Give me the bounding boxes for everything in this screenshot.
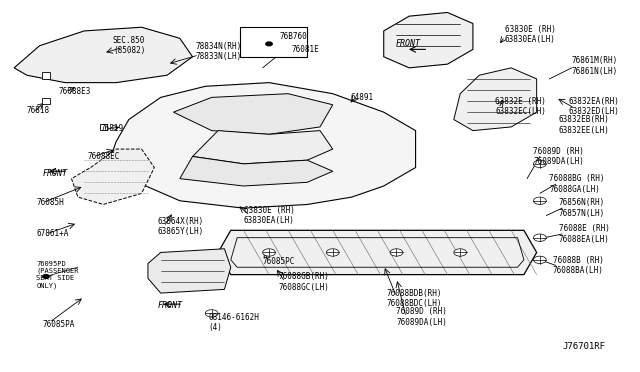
Text: 76095PD
(PASSENGER
SEAT SIDE
ONLY): 76095PD (PASSENGER SEAT SIDE ONLY)	[36, 261, 79, 289]
Text: 63830E (RH)
63830EA(LH): 63830E (RH) 63830EA(LH)	[244, 206, 294, 225]
Text: 76081E: 76081E	[291, 45, 319, 54]
Text: 76088EC: 76088EC	[88, 152, 120, 161]
Text: 76856N(RH)
76857N(LH): 76856N(RH) 76857N(LH)	[559, 198, 605, 218]
Circle shape	[534, 160, 546, 167]
Polygon shape	[384, 13, 473, 68]
Text: 76088E3: 76088E3	[59, 87, 91, 96]
Text: 76B760: 76B760	[280, 32, 308, 41]
Polygon shape	[109, 83, 415, 208]
Text: 76085PA: 76085PA	[43, 320, 75, 329]
Bar	[100, 124, 107, 130]
Text: 63830E (RH)
63830EA(LH): 63830E (RH) 63830EA(LH)	[505, 25, 556, 44]
Text: 63832EA(RH)
63832ED(LH): 63832EA(RH) 63832ED(LH)	[568, 97, 620, 116]
Polygon shape	[148, 249, 231, 293]
Polygon shape	[193, 131, 333, 164]
Text: FRONT: FRONT	[395, 39, 420, 48]
Text: 76088GB(RH)
76088GC(LH): 76088GB(RH) 76088GC(LH)	[278, 272, 330, 292]
Text: 76861M(RH)
76861N(LH): 76861M(RH) 76861N(LH)	[572, 56, 618, 76]
Text: 76819: 76819	[100, 124, 124, 133]
Text: 76089D (RH)
76089DA(LH): 76089D (RH) 76089DA(LH)	[396, 307, 447, 327]
Circle shape	[534, 234, 546, 241]
Circle shape	[534, 256, 546, 263]
FancyBboxPatch shape	[241, 27, 307, 57]
Circle shape	[390, 249, 403, 256]
Text: 76085H: 76085H	[36, 198, 64, 207]
Circle shape	[205, 310, 218, 317]
Text: SEC.850
(85082): SEC.850 (85082)	[113, 36, 145, 55]
Bar	[42, 98, 50, 104]
Text: 63832EB(RH)
63832EE(LH): 63832EB(RH) 63832EE(LH)	[559, 115, 610, 135]
Circle shape	[266, 42, 272, 46]
Polygon shape	[218, 230, 537, 275]
Text: J76701RF: J76701RF	[562, 342, 605, 351]
Circle shape	[43, 275, 49, 278]
Text: 63832E (RH)
63832EC(LH): 63832E (RH) 63832EC(LH)	[495, 97, 546, 116]
Bar	[42, 72, 50, 78]
Text: 76818: 76818	[27, 106, 50, 115]
Text: 78834N(RH)
78833N(LH): 78834N(RH) 78833N(LH)	[196, 42, 242, 61]
Circle shape	[326, 249, 339, 256]
Text: 08146-6162H
(4): 08146-6162H (4)	[209, 313, 259, 332]
Text: 67861+A: 67861+A	[36, 230, 69, 238]
Text: FRONT: FRONT	[43, 169, 68, 177]
Text: 76088E (RH)
76088EA(LH): 76088E (RH) 76088EA(LH)	[559, 224, 610, 244]
Polygon shape	[180, 157, 333, 186]
Circle shape	[534, 197, 546, 205]
Text: 63864X(RH)
63865Y(LH): 63864X(RH) 63865Y(LH)	[157, 217, 204, 236]
Text: 76088BG (RH)
76088GA(LH): 76088BG (RH) 76088GA(LH)	[549, 174, 605, 194]
Text: FRONT: FRONT	[157, 301, 182, 311]
Text: 64891: 64891	[351, 93, 374, 102]
Circle shape	[454, 249, 467, 256]
Text: 76088B (RH)
76088BA(LH): 76088B (RH) 76088BA(LH)	[552, 256, 604, 275]
Polygon shape	[72, 149, 154, 205]
Circle shape	[262, 249, 275, 256]
Polygon shape	[173, 94, 333, 134]
Text: 76085PC: 76085PC	[262, 257, 295, 266]
Polygon shape	[14, 27, 193, 83]
Polygon shape	[454, 68, 537, 131]
Text: 76088BDB(RH)
76088BDC(LH): 76088BDB(RH) 76088BDC(LH)	[387, 289, 442, 308]
Text: 76089D (RH)
76089DA(LH): 76089D (RH) 76089DA(LH)	[534, 147, 584, 166]
